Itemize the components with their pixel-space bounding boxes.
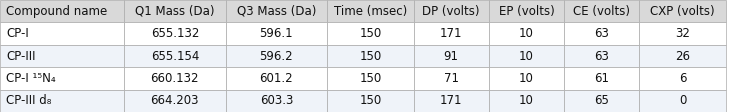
- Bar: [327, 22, 414, 45]
- Text: CE (volts): CE (volts): [573, 5, 630, 18]
- Bar: [414, 45, 489, 67]
- Bar: [0, 45, 124, 67]
- Bar: [414, 22, 489, 45]
- Text: 6: 6: [679, 72, 686, 85]
- Bar: [564, 22, 639, 45]
- Text: 655.154: 655.154: [150, 50, 199, 62]
- Bar: [226, 45, 327, 67]
- Text: CP-I: CP-I: [6, 27, 29, 40]
- Text: Compound name: Compound name: [6, 5, 108, 18]
- Text: Time (msec): Time (msec): [334, 5, 407, 18]
- Bar: [226, 0, 327, 22]
- Bar: [564, 45, 639, 67]
- Text: 596.2: 596.2: [259, 50, 293, 62]
- Bar: [226, 22, 327, 45]
- Text: 150: 150: [359, 72, 381, 85]
- Text: 596.1: 596.1: [259, 27, 293, 40]
- Text: Q1 Mass (Da): Q1 Mass (Da): [135, 5, 214, 18]
- Text: 71: 71: [444, 72, 459, 85]
- Text: 10: 10: [519, 94, 534, 107]
- Text: Q3 Mass (Da): Q3 Mass (Da): [237, 5, 316, 18]
- Text: 26: 26: [675, 50, 690, 62]
- Bar: [564, 67, 639, 90]
- Text: 150: 150: [359, 94, 381, 107]
- Text: 150: 150: [359, 50, 381, 62]
- Text: 603.3: 603.3: [259, 94, 293, 107]
- Bar: [0, 90, 124, 112]
- Text: 171: 171: [440, 94, 462, 107]
- Bar: [327, 0, 414, 22]
- Text: 65: 65: [594, 94, 609, 107]
- Bar: [639, 0, 726, 22]
- Bar: [639, 45, 726, 67]
- Text: 655.132: 655.132: [150, 27, 199, 40]
- Bar: [564, 90, 639, 112]
- Bar: [639, 67, 726, 90]
- Bar: [414, 0, 489, 22]
- Bar: [639, 90, 726, 112]
- Text: 61: 61: [594, 72, 609, 85]
- Bar: [639, 22, 726, 45]
- Bar: [489, 90, 564, 112]
- Bar: [124, 22, 226, 45]
- Text: 63: 63: [594, 27, 609, 40]
- Bar: [489, 0, 564, 22]
- Bar: [489, 67, 564, 90]
- Text: 63: 63: [594, 50, 609, 62]
- Text: CP-III d₈: CP-III d₈: [6, 94, 51, 107]
- Text: 171: 171: [440, 27, 462, 40]
- Text: 664.203: 664.203: [150, 94, 199, 107]
- Text: DP (volts): DP (volts): [423, 5, 480, 18]
- Text: 10: 10: [519, 27, 534, 40]
- Bar: [0, 0, 124, 22]
- Bar: [414, 90, 489, 112]
- Text: CXP (volts): CXP (volts): [650, 5, 714, 18]
- Text: EP (volts): EP (volts): [499, 5, 554, 18]
- Bar: [226, 67, 327, 90]
- Text: CP-III: CP-III: [6, 50, 35, 62]
- Bar: [124, 67, 226, 90]
- Text: 0: 0: [679, 94, 686, 107]
- Text: 601.2: 601.2: [259, 72, 293, 85]
- Bar: [0, 67, 124, 90]
- Bar: [226, 90, 327, 112]
- Bar: [124, 90, 226, 112]
- Bar: [0, 22, 124, 45]
- Bar: [489, 22, 564, 45]
- Text: 91: 91: [444, 50, 459, 62]
- Bar: [327, 67, 414, 90]
- Text: 32: 32: [675, 27, 690, 40]
- Text: 660.132: 660.132: [150, 72, 199, 85]
- Bar: [124, 0, 226, 22]
- Bar: [327, 45, 414, 67]
- Bar: [327, 90, 414, 112]
- Bar: [414, 67, 489, 90]
- Text: CP-I ¹⁵N₄: CP-I ¹⁵N₄: [6, 72, 56, 85]
- Bar: [564, 0, 639, 22]
- Bar: [124, 45, 226, 67]
- Bar: [489, 45, 564, 67]
- Text: 10: 10: [519, 72, 534, 85]
- Text: 150: 150: [359, 27, 381, 40]
- Text: 10: 10: [519, 50, 534, 62]
